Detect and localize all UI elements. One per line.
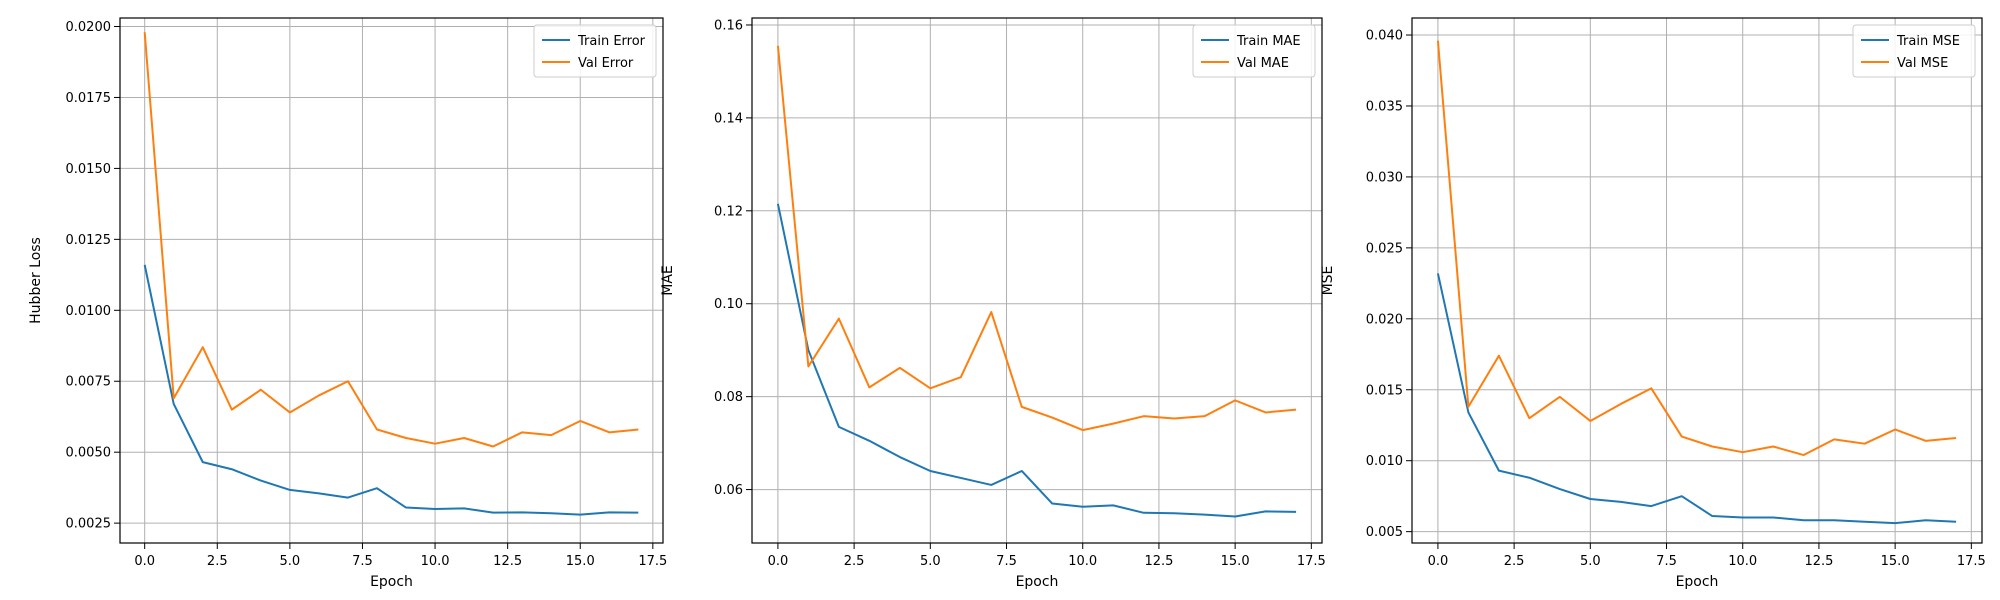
series-line-val [143,32,639,448]
y-axis-label: MSE [1320,266,1336,296]
x-tick-label: 12.5 [1144,554,1173,569]
x-tick-label: 17.5 [1957,554,1986,569]
series-line-train [776,203,1297,518]
x-tick-label: 12.5 [1804,554,1833,569]
y-tick-label: 0.0175 [66,91,112,106]
series-line-train [1436,273,1957,525]
legend-box [1852,24,1976,78]
x-tick-label: 7.5 [996,554,1017,569]
axes-frame [119,17,664,544]
y-tick-label: 0.0075 [66,375,112,390]
axes-frame [1411,17,1983,544]
series-line-train [143,264,639,516]
x-tick-label: 7.5 [352,554,373,569]
x-tick-label: 10.0 [421,554,450,569]
series-line-val [776,45,1297,432]
y-tick-label: 0.0125 [66,233,112,248]
legend: Train MSE Val MSE [1852,24,1976,78]
x-tick-label: 15.0 [1881,554,1910,569]
x-axis-label: Epoch [370,574,413,590]
y-tick-label: 0.0200 [66,20,112,35]
x-tick-label: 0.0 [768,554,789,569]
x-tick-label: 10.0 [1728,554,1757,569]
x-axis-label: Epoch [1676,574,1719,590]
chart-panel-3: 0.0 2.5 5.0 7.5 10.0 12.5 15.0 17.5 0.005 0.010 0.… [1320,17,1986,590]
x-tick-label: 2.5 [207,554,228,569]
x-tick-label: 5.0 [1580,554,1601,569]
y-tick-label: 0.010 [1366,454,1403,469]
legend-label-val: Val Error [578,56,634,71]
x-tick-label: 0.0 [1428,554,1449,569]
x-tick-label: 10.0 [1068,554,1097,569]
legend: Train Error Val Error [533,24,657,78]
x-tick-label: 17.5 [638,554,667,569]
y-tick-label: 0.10 [714,297,743,312]
legend-label-train: Train MSE [1896,34,1960,49]
y-tick-label: 0.020 [1366,312,1403,327]
x-tick-label: 2.5 [844,554,865,569]
y-tick-label: 0.030 [1366,170,1403,185]
y-tick-label: 0.12 [714,204,743,219]
x-tick-label: 15.0 [566,554,595,569]
y-tick-label: 0.0025 [66,517,112,532]
legend-label-val: Val MAE [1237,56,1289,71]
y-tick-label: 0.08 [714,390,743,405]
x-tick-label: 0.0 [134,554,155,569]
y-tick-label: 0.06 [714,483,743,498]
axes-frame [751,17,1323,544]
y-tick-label: 0.0050 [66,446,112,461]
legend-label-train: Train MAE [1236,34,1301,49]
x-tick-label: 5.0 [920,554,941,569]
y-tick-label: 0.0150 [66,162,112,177]
x-tick-label: 5.0 [280,554,301,569]
x-tick-label: 2.5 [1504,554,1525,569]
chart-panel-1: 0.0 2.5 5.0 7.5 10.0 12.5 15.0 17.5 0.0025 0.0050… [28,17,667,590]
y-axis-label: MAE [660,265,676,296]
y-tick-label: 0.040 [1366,29,1403,44]
legend-label-train: Train Error [577,34,646,49]
x-tick-label: 7.5 [1656,554,1677,569]
chart-panel-2: 0.0 2.5 5.0 7.5 10.0 12.5 15.0 17.5 0.06 0.08 0.10… [660,17,1326,590]
x-tick-label: 15.0 [1221,554,1250,569]
legend-box [533,24,657,78]
y-tick-label: 0.005 [1366,525,1403,540]
y-tick-label: 0.16 [714,18,743,33]
y-tick-label: 0.025 [1366,241,1403,256]
y-tick-label: 0.035 [1366,99,1403,114]
y-tick-label: 0.14 [714,111,743,126]
y-tick-label: 0.015 [1366,383,1403,398]
x-axis-label: Epoch [1016,574,1059,590]
y-axis-label: Hubber Loss [28,237,44,324]
legend: Train MAE Val MAE [1192,24,1316,78]
legend-box [1192,24,1316,78]
x-tick-label: 17.5 [1297,554,1326,569]
legend-label-val: Val MSE [1897,56,1948,71]
x-tick-label: 12.5 [493,554,522,569]
series-line-val [1436,40,1957,457]
y-tick-label: 0.0100 [66,304,112,319]
